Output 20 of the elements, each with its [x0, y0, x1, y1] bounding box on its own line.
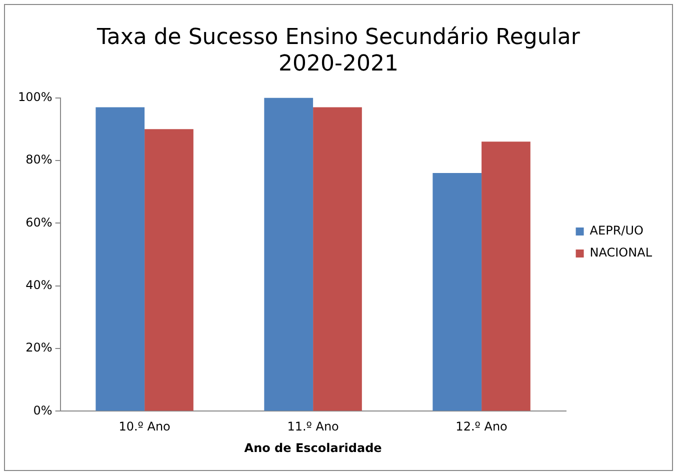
bar: [144, 129, 194, 411]
legend-label: AEPR/UO: [590, 224, 644, 238]
legend-label: NACIONAL: [590, 246, 652, 260]
bar: [264, 98, 314, 411]
y-tick-label: 40%: [26, 278, 52, 292]
x-tick-label: 10.º Ano: [118, 420, 170, 434]
x-tick-label: 12.º Ano: [456, 420, 508, 434]
y-tick-label: 20%: [26, 340, 52, 355]
bar: [313, 107, 362, 411]
bar: [482, 142, 530, 411]
x-tick-label: 11.º Ano: [287, 420, 339, 434]
x-axis-title: Ano de Escolaridade: [244, 440, 382, 455]
text: Taxa de Sucesso Ensino Secundário Regular: [97, 24, 580, 50]
y-tick-label: 60%: [26, 215, 52, 230]
y-tick-label: 100%: [18, 90, 52, 104]
y-tick-label: 0%: [33, 403, 52, 418]
bar: [432, 173, 482, 411]
y-tick-label: 80%: [26, 152, 52, 167]
bar: [96, 107, 145, 411]
text: 2020-2021: [278, 51, 398, 76]
